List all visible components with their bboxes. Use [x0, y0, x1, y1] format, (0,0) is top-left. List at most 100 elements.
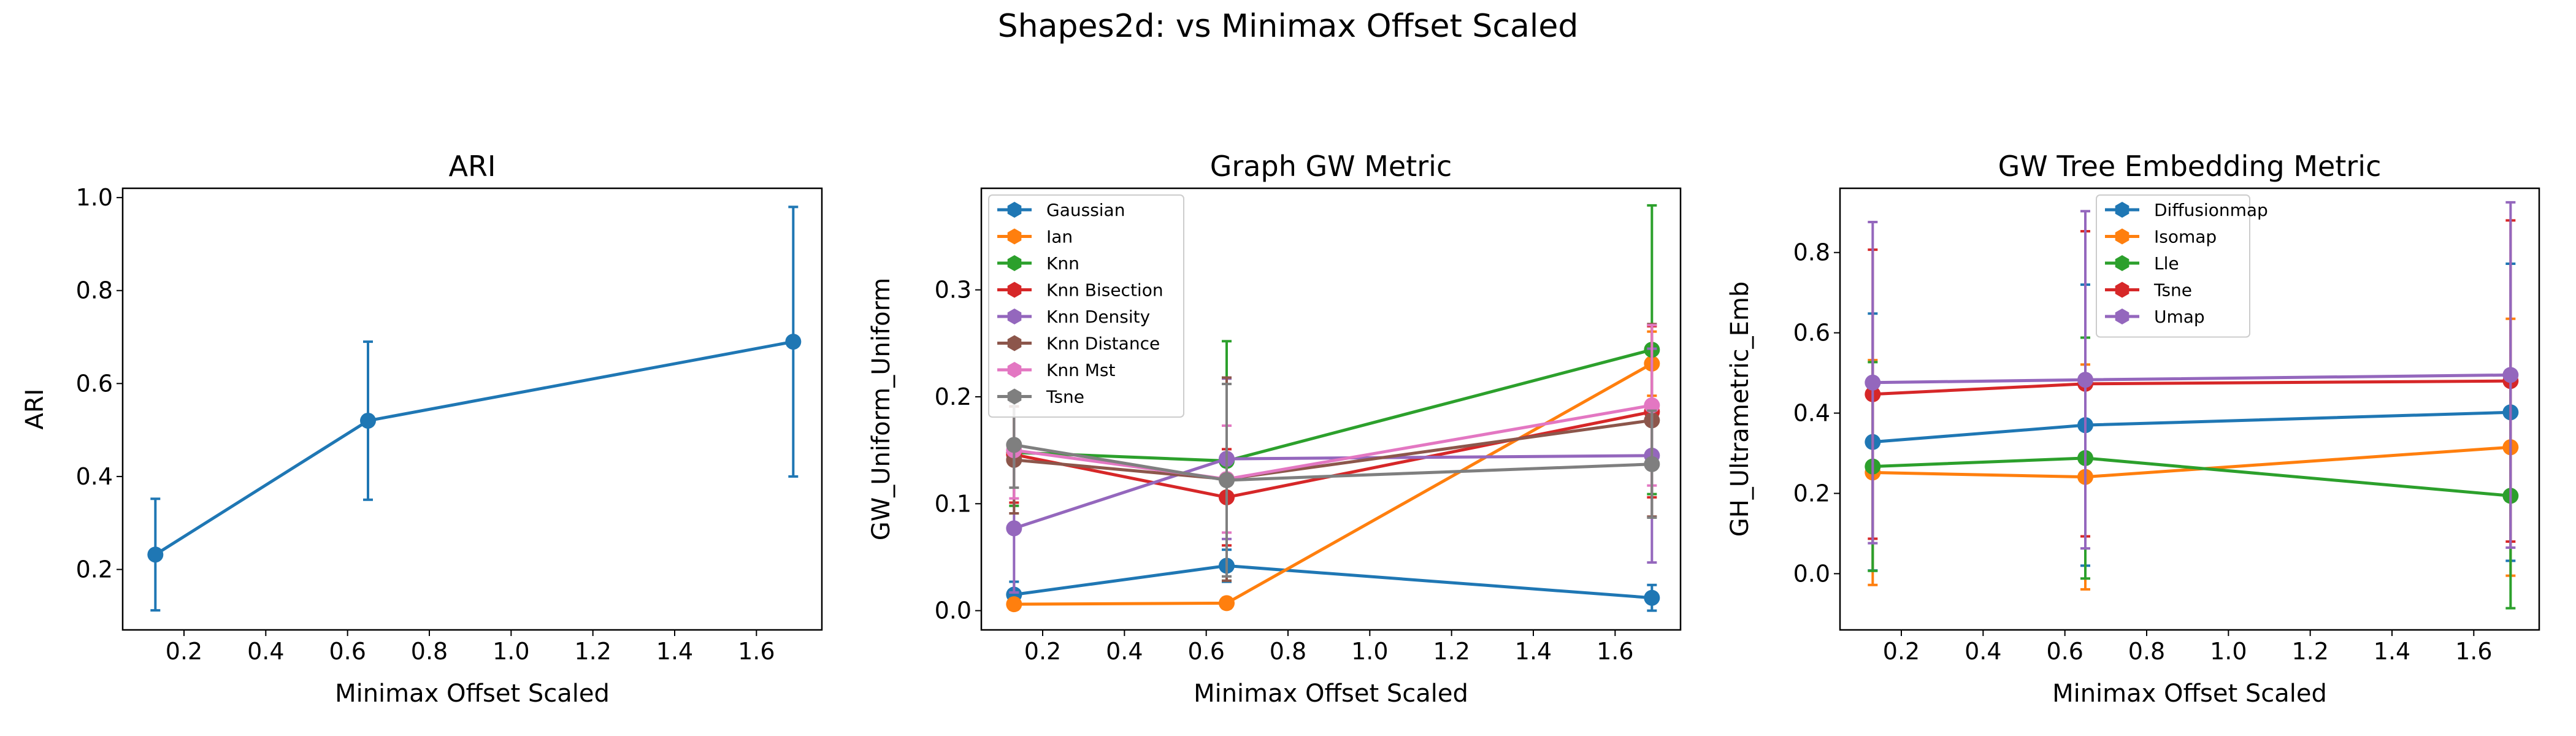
legend-label: Lle [2154, 253, 2179, 274]
chart-panel-2: Graph GW Metric 0.2 0.4 0.6 0.8 1.0 1.2 1.4 1.6 0… [867, 150, 1682, 708]
y-tick-label: 0.3 [935, 277, 972, 304]
y-tick-label: 0.1 [935, 490, 972, 517]
x-tick-label: 1.6 [2455, 638, 2492, 665]
series-line [1873, 379, 2511, 396]
x-tick-label: 0.6 [1187, 638, 1224, 665]
data-point [1865, 374, 1881, 391]
data-point [360, 412, 376, 429]
series-1 [147, 205, 802, 612]
x-axis-label: Minimax Offset Scaled [335, 680, 610, 708]
series-umap [1865, 201, 2519, 550]
x-tick-label: 1.0 [2210, 638, 2247, 665]
series-line [155, 340, 794, 556]
chart-title: GW Tree Embedding Metric [1998, 150, 2382, 183]
x-axis-label: Minimax Offset Scaled [2052, 680, 2327, 708]
legend-swatch-marker [1007, 282, 1022, 298]
legend-label: Tsne [2153, 280, 2192, 301]
chart-panel-3: GW Tree Embedding Metric 0.2 0.4 0.6 0.8 1.0 1… [1726, 150, 2540, 708]
x-tick-label: 1.4 [656, 638, 693, 665]
data-point [1006, 520, 1022, 537]
plot-frame [980, 187, 1682, 631]
x-axis-label: Minimax Offset Scaled [1194, 680, 1468, 708]
plot-frame [1839, 187, 2540, 631]
x-tick-label: 1.0 [493, 638, 529, 665]
legend-label: Isomap [2154, 227, 2217, 247]
x-tick-label: 1.6 [738, 638, 775, 665]
x-tick-label: 0.4 [1965, 638, 2001, 665]
series-line [1013, 564, 1652, 600]
x-tick-label: 0.4 [1106, 638, 1143, 665]
data-point [785, 334, 802, 350]
x-tick-label: 1.2 [1433, 638, 1470, 665]
series-tsne [1006, 383, 1660, 578]
x-tick-label: 0.2 [1024, 638, 1061, 665]
legend: Gaussian Ian Knn Knn Bisection Knn Density Kn… [988, 194, 1184, 418]
legend-swatch-marker [2115, 255, 2129, 271]
data-point [2077, 372, 2093, 388]
x-tick-label: 0.8 [411, 638, 448, 665]
legend-label: Knn Density [1046, 307, 1150, 327]
x-tick-label: 1.4 [1515, 638, 1552, 665]
y-axis-label: GW_Uniform_Uniform [867, 278, 895, 541]
y-tick-label: 0.4 [1793, 400, 1830, 427]
legend: Diffusionmap Isomap Lle Tsne Umap [2096, 194, 2268, 338]
data-point [1644, 589, 1660, 606]
legend-label: Knn Distance [1046, 334, 1160, 354]
legend-label: Knn Bisection [1046, 280, 1163, 301]
x-tick-label: 1.2 [2291, 638, 2328, 665]
y-tick-label: 0.2 [76, 556, 113, 583]
y-tick-label: 0.8 [1793, 239, 1830, 266]
plot-frame [121, 187, 823, 631]
x-tick-label: 1.6 [1597, 638, 1633, 665]
legend-label: Gaussian [1046, 200, 1125, 220]
legend-swatch-marker [1007, 388, 1022, 405]
y-tick-label: 1.0 [76, 184, 113, 211]
legend-label: Knn Mst [1046, 360, 1116, 380]
legend-label: Diffusionmap [2154, 200, 2268, 220]
data-point [1219, 472, 1235, 488]
y-axis-label: GH_Ultrametric_Emb [1726, 282, 1754, 537]
y-tick-label: 0.6 [1793, 320, 1830, 347]
x-tick-label: 0.6 [2046, 638, 2083, 665]
legend-label: Ian [1046, 227, 1073, 247]
x-tick-label: 0.6 [329, 638, 366, 665]
series-line [1013, 410, 1652, 499]
legend-swatch-marker [1007, 362, 1022, 378]
chart-title: ARI [449, 150, 496, 183]
legend-label: Knn [1046, 253, 1079, 274]
series-line [1873, 456, 2511, 497]
x-tick-label: 0.4 [247, 638, 284, 665]
chart-title: Graph GW Metric [1210, 150, 1452, 183]
data-point [1644, 397, 1660, 413]
x-tick-label: 0.2 [1883, 638, 1920, 665]
x-tick-label: 1.2 [574, 638, 611, 665]
legend-label: Tsne [1046, 387, 1084, 407]
legend-swatch-marker [2115, 202, 2129, 218]
legend-box [2096, 194, 2250, 338]
data-point [147, 546, 164, 563]
series-isomap [1865, 317, 2519, 591]
legend-swatch-marker [1007, 255, 1022, 271]
data-point [1644, 456, 1660, 472]
x-tick-label: 0.8 [1270, 638, 1306, 665]
y-axis-label: ARI [21, 389, 49, 430]
legend-box [988, 194, 1184, 418]
x-tick-label: 1.4 [2374, 638, 2410, 665]
series-line [1873, 410, 2511, 444]
y-tick-label: 0.2 [1793, 480, 1830, 507]
y-tick-label: 0.0 [1793, 560, 1830, 587]
y-tick-label: 0.8 [76, 277, 113, 304]
legend-label: Umap [2154, 307, 2205, 327]
series-line [1014, 418, 1652, 481]
y-tick-label: 0.6 [76, 370, 113, 397]
series-gaussian [1006, 548, 1660, 612]
x-tick-label: 1.0 [1351, 638, 1388, 665]
figure-suptitle: Shapes2d: vs Minimax Offset Scaled [998, 8, 1579, 45]
y-tick-label: 0.4 [76, 463, 113, 490]
legend-swatch-marker [1007, 228, 1022, 245]
data-point [1006, 437, 1022, 453]
legend-swatch-marker [2115, 228, 2129, 245]
chart-panel-1: ARI 0.2 0.4 0.6 0.8 1.0 1.2 1.4 1.6 0.2 0.4 0.6 0.8 1… [21, 150, 823, 708]
x-tick-label: 0.2 [166, 638, 202, 665]
legend-swatch-marker [2115, 282, 2129, 298]
